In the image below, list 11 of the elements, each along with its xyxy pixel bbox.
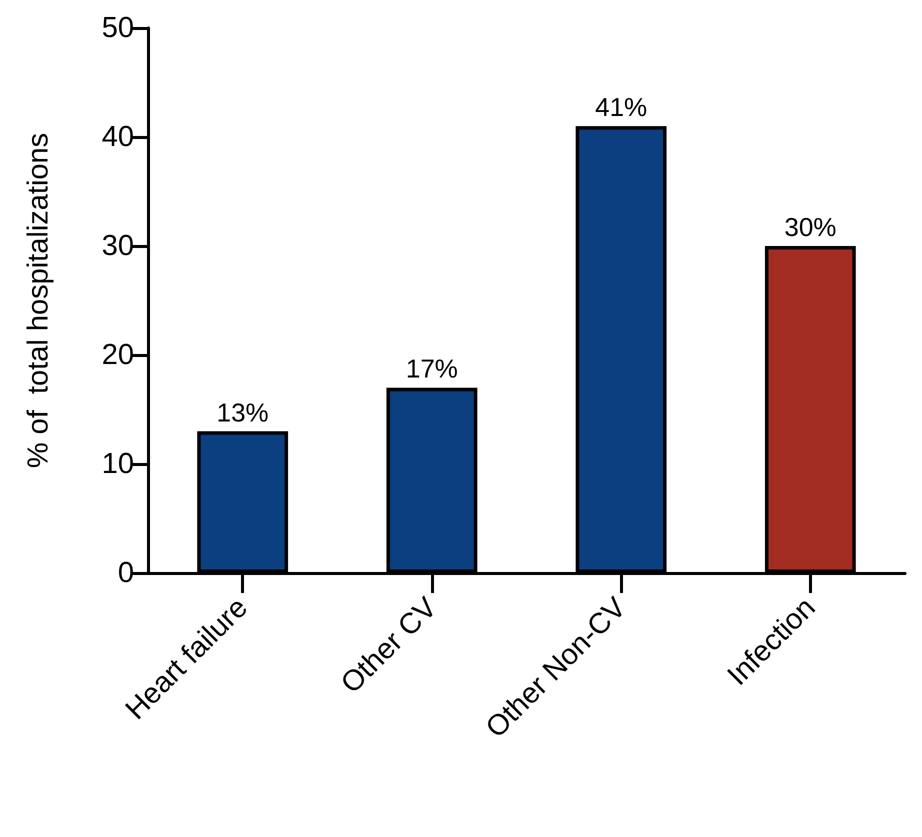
data-label: 30% bbox=[784, 212, 836, 242]
y-tick-label: 20 bbox=[102, 339, 134, 371]
data-label: 41% bbox=[595, 92, 648, 122]
y-tick-label: 30 bbox=[102, 230, 134, 262]
y-axis-title: % of total hospitalizations bbox=[22, 132, 54, 468]
y-tick-label: 40 bbox=[102, 121, 134, 153]
data-label: 13% bbox=[216, 397, 269, 428]
y-tick-label: 0 bbox=[118, 557, 134, 589]
y-tick-label: 10 bbox=[102, 448, 134, 480]
y-tick-label: 50 bbox=[102, 12, 134, 44]
data-label: 17% bbox=[406, 354, 458, 384]
